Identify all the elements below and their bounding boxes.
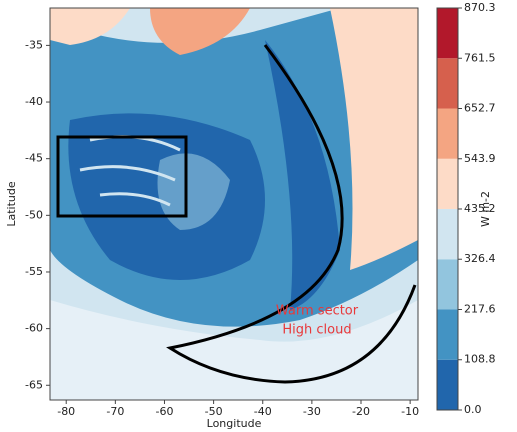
- colorbar-tick-label: 326.4: [464, 252, 496, 265]
- colorbar-segment: [437, 309, 458, 360]
- x-tick-label: -20: [352, 405, 370, 418]
- annotation: Warm sector: [276, 304, 359, 319]
- colorbar-segment: [437, 259, 458, 310]
- x-tick-label: -60: [155, 405, 173, 418]
- x-tick-label: -40: [254, 405, 272, 418]
- field-patch: [330, 8, 418, 270]
- colorbar-tick-label: 870.3: [464, 1, 496, 14]
- y-axis-label: Latitude: [5, 181, 18, 227]
- field-patch: [50, 8, 130, 45]
- colorbar-tick-label: 652.7: [464, 102, 496, 115]
- colorbar-segment: [437, 108, 458, 159]
- y-tick-label: -40: [25, 95, 43, 108]
- y-tick-label: -60: [25, 322, 43, 335]
- colorbar-tick-label: 435.2: [464, 202, 496, 215]
- x-tick-label: -50: [205, 405, 223, 418]
- colorbar-label: W m-2: [479, 191, 492, 227]
- field-patch: [265, 40, 340, 310]
- y-tick-label: -65: [25, 378, 43, 391]
- colorbar-segment: [437, 8, 458, 59]
- x-axis-label: Longitude: [207, 417, 262, 430]
- colorbar-segment: [437, 208, 458, 260]
- colorbar-tick-label: 543.9: [464, 152, 496, 165]
- x-tick-label: -80: [57, 405, 75, 418]
- annotation: High cloud: [282, 323, 351, 338]
- field: [50, 8, 418, 400]
- y-tick-label: -35: [25, 38, 43, 51]
- colorbar-tick-label: 761.5: [464, 51, 496, 64]
- field-patch: [150, 8, 250, 55]
- colorbar-tick-label: 0.0: [464, 403, 482, 416]
- warm-sector-outline: [166, 44, 417, 384]
- y-tick-label: -45: [25, 152, 43, 165]
- y-tick-label: -50: [25, 208, 43, 221]
- colorbar-tick-label: 217.6: [464, 302, 496, 315]
- x-tick-label: -10: [401, 405, 419, 418]
- colorbar-segment: [437, 58, 458, 109]
- x-tick-label: -70: [106, 405, 124, 418]
- colorbar-segment: [437, 158, 458, 209]
- field-patch: [157, 153, 230, 230]
- x-tick-label: -30: [303, 405, 321, 418]
- y-tick-label: -55: [25, 265, 43, 278]
- colorbar-tick-label: 108.8: [464, 353, 496, 366]
- highlight-box: [56, 135, 188, 218]
- plot-frame: [49, 7, 419, 401]
- colorbar-segment: [437, 359, 458, 410]
